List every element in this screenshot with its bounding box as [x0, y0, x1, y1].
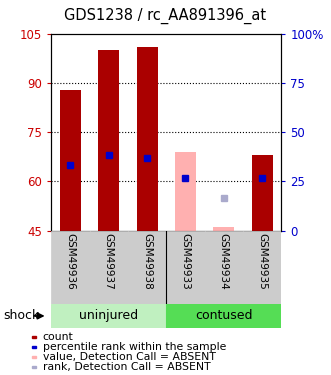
Text: count: count	[43, 332, 73, 342]
Bar	[90, 231, 128, 304]
Text: GSM49934: GSM49934	[219, 233, 229, 290]
Bar	[205, 231, 243, 304]
Bar	[213, 227, 234, 231]
Bar	[98, 50, 119, 231]
Bar	[60, 90, 81, 231]
Bar	[252, 155, 273, 231]
Bar	[166, 231, 205, 304]
Text: GSM49936: GSM49936	[66, 233, 75, 290]
Text: shock: shock	[3, 309, 40, 322]
Bar	[175, 152, 196, 231]
Text: rank, Detection Call = ABSENT: rank, Detection Call = ABSENT	[43, 362, 210, 372]
Bar	[32, 366, 36, 368]
Bar	[51, 231, 90, 304]
Bar	[32, 346, 36, 348]
Text: GSM49937: GSM49937	[104, 233, 114, 290]
Text: uninjured: uninjured	[79, 309, 138, 322]
Bar	[243, 231, 281, 304]
Text: percentile rank within the sample: percentile rank within the sample	[43, 342, 226, 352]
Text: GDS1238 / rc_AA891396_at: GDS1238 / rc_AA891396_at	[65, 8, 266, 24]
Text: GSM49938: GSM49938	[142, 233, 152, 290]
Bar	[166, 304, 281, 328]
Text: value, Detection Call = ABSENT: value, Detection Call = ABSENT	[43, 352, 215, 362]
Bar	[32, 336, 36, 338]
Text: GSM49935: GSM49935	[257, 233, 267, 290]
Bar	[32, 356, 36, 358]
Text: GSM49933: GSM49933	[180, 233, 191, 290]
Bar	[51, 304, 166, 328]
Bar	[137, 47, 158, 231]
Bar	[128, 231, 166, 304]
Text: contused: contused	[195, 309, 253, 322]
